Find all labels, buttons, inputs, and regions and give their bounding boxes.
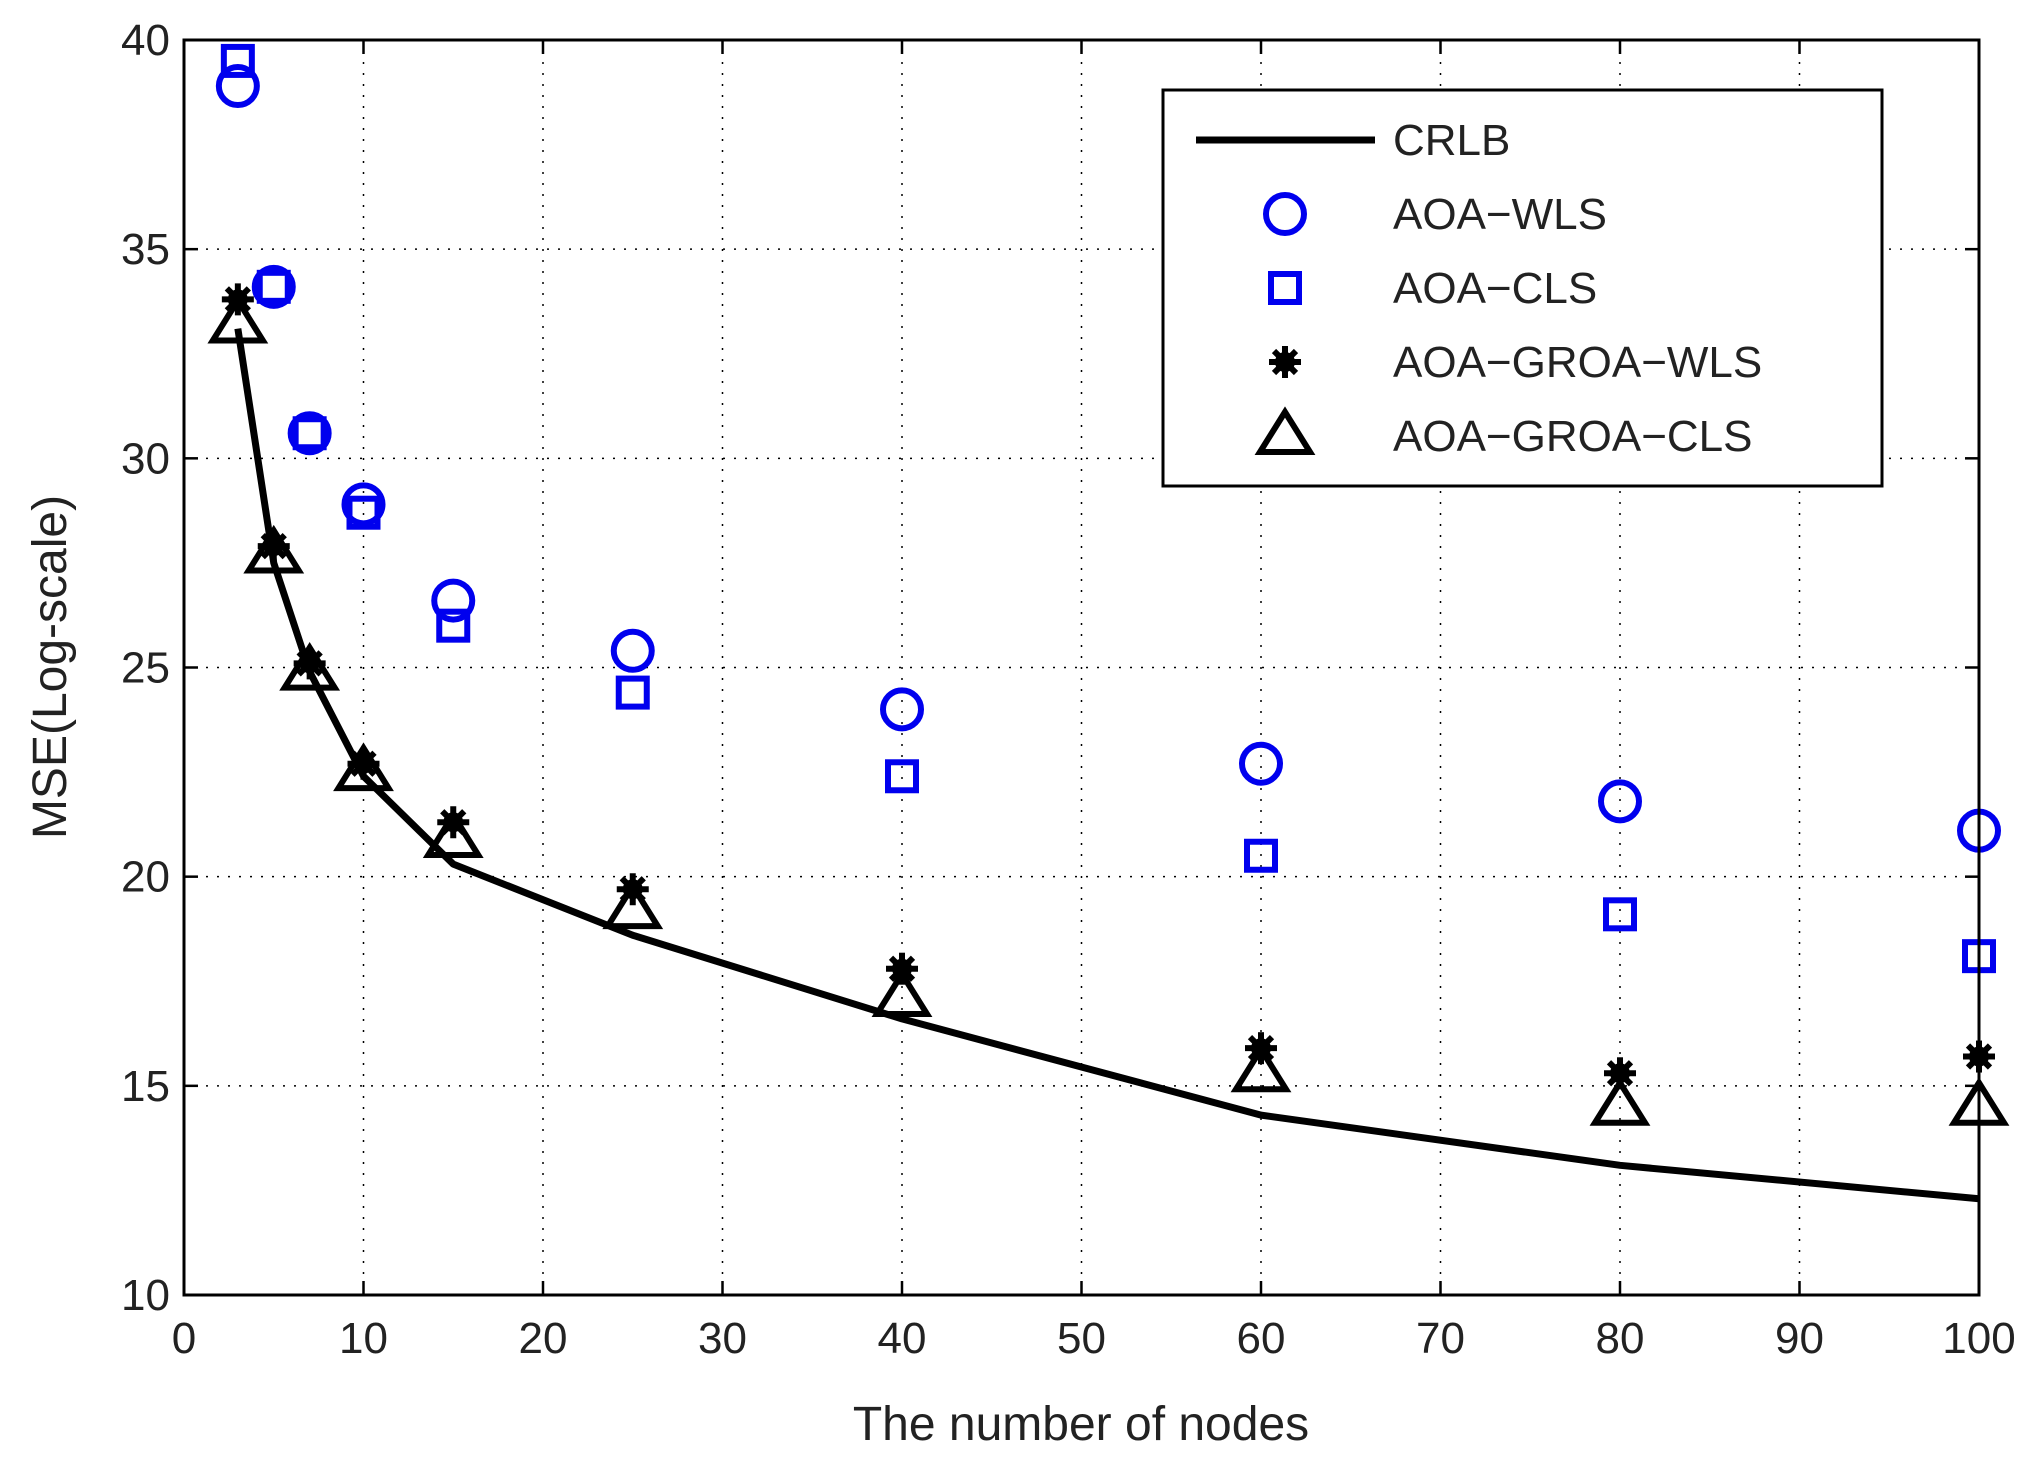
x-tick-label: 10 [339,1314,388,1363]
x-tick-label: 0 [172,1314,196,1363]
aoa-wls-marker [880,687,924,732]
aoa-cls-marker [436,608,471,643]
legend-label: AOA−WLS [1393,190,1607,239]
aoa-cls-marker [885,759,919,794]
plot-series [207,43,2010,1203]
legend-aoa-cls-marker [1268,271,1302,305]
legend-aoa-groa-cls-marker [1254,406,1316,455]
aoa-groa-cls-marker [207,294,269,344]
x-tick-label: 20 [519,1314,568,1363]
legend-label: AOA−GROA−CLS [1393,412,1752,461]
aoa-cls-marker [615,675,650,710]
aoa-groa-cls-marker [1589,1077,1651,1126]
aoa-cls-marker [1603,897,1637,932]
y-axis-title: MSE(Log-scale) [24,495,77,839]
aoa-groa-cls-marker [871,968,933,1017]
legend: CRLB AOA−WLS AOA−CLS AOA−GROA−WLS AOA−GROA−C… [1161,88,1884,488]
legend-label: AOA−CLS [1393,264,1597,313]
x-tick-label: 50 [1057,1314,1106,1363]
x-tick-label: 70 [1416,1314,1465,1363]
y-tick-label: 25 [121,644,170,693]
y-tick-label: 15 [121,1062,170,1111]
crlb-line [234,328,1980,1203]
aoa-wls-marker [1598,779,1642,824]
aoa-cls-marker [346,495,381,530]
x-tick-label: 90 [1775,1314,1824,1363]
y-tick-label: 30 [121,434,170,483]
aoa-cls-marker [292,416,327,451]
y-tick-label: 10 [121,1271,170,1320]
aoa-cls-marker [256,269,291,304]
aoa-groa-cls-marker [1230,1043,1292,1093]
aoa-groa-cls-marker [602,880,664,930]
aoa-groa-cls-marker [422,809,484,859]
aoa-cls-marker [220,43,255,78]
aoa-wls-marker [251,264,296,309]
legend-label: AOA−GROA−WLS [1393,338,1762,387]
aoa-groa-cls-marker [243,524,305,574]
aoa-wls-marker [287,411,332,456]
aoa-wls-marker [1239,741,1283,786]
legend-label: CRLB [1393,116,1510,165]
x-tick-label: 40 [878,1314,927,1363]
legend-aoa-wls-marker [1263,192,1307,236]
aoa-wls-marker [341,482,386,527]
x-axis-title: The number of nodes [853,1398,1309,1451]
x-tick-label: 100 [1942,1314,2015,1363]
aoa-cls-marker [1244,838,1278,873]
y-tick-label: 35 [121,225,170,274]
legend-aoa-groa-wls-marker [1269,346,1301,378]
aoa-wls-marker [610,628,655,673]
x-tick-label: 30 [698,1314,747,1363]
aoa-wls-marker [431,578,476,623]
y-tick-label: 20 [121,853,170,902]
aoa-groa-cls-marker [333,742,394,792]
aoa-groa-cls-marker [279,642,341,691]
x-tick-label: 60 [1237,1314,1286,1363]
aoa-wls-marker [215,64,260,109]
y-tick-label: 40 [121,16,170,65]
x-tick-label: 80 [1596,1314,1645,1363]
